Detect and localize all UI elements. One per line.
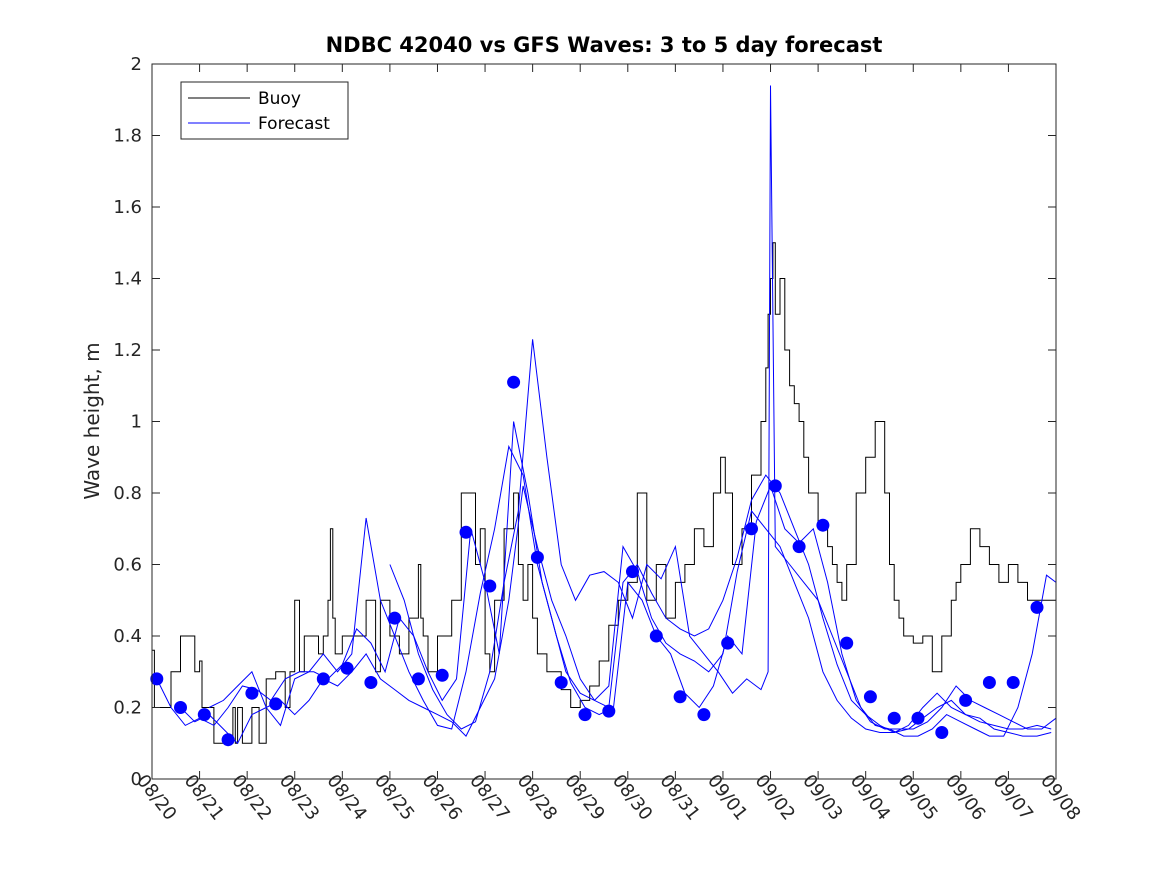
forecast-marker: [245, 686, 259, 700]
forecast-marker: [911, 711, 925, 725]
forecast-marker: [863, 690, 877, 704]
y-axis-label: Wave height, m: [80, 342, 104, 499]
forecast-marker: [554, 676, 568, 689]
forecast-marker: [887, 711, 901, 725]
forecast-series-line-4: [389, 85, 1057, 737]
y-tick-label: 0.8: [113, 483, 142, 504]
forecast-marker: [174, 701, 187, 714]
forecast-marker: [697, 708, 711, 722]
legend: Buoy Forecast: [180, 81, 349, 140]
forecast-marker: [649, 629, 663, 643]
forecast-marker: [982, 676, 996, 689]
y-tick-label: 1.4: [113, 269, 142, 290]
forecast-marker: [507, 375, 521, 389]
forecast-marker: [530, 550, 544, 564]
y-tick-label: 0.4: [113, 626, 142, 647]
forecast-marker: [578, 708, 592, 722]
forecast-marker: [340, 661, 354, 675]
buoy-series-line: [152, 242, 1056, 744]
y-tick-label: 0: [131, 769, 142, 790]
y-tick-label: 0.2: [113, 698, 142, 719]
chart-title: NDBC 42040 vs GFS Waves: 3 to 5 day fore…: [326, 33, 883, 57]
forecast-marker: [197, 708, 211, 722]
forecast-marker: [388, 611, 402, 625]
forecast-marker: [459, 525, 473, 539]
forecast-marker: [768, 479, 782, 493]
forecast-marker: [792, 540, 806, 554]
forecast-marker: [269, 697, 283, 711]
forecast-marker: [959, 693, 973, 707]
forecast-marker: [1030, 600, 1044, 614]
y-tick-label: 1.2: [113, 340, 142, 361]
legend-forecast-label: Forecast: [258, 114, 330, 134]
forecast-marker: [602, 704, 616, 718]
legend-buoy-label: Buoy: [258, 89, 301, 109]
forecast-marker: [626, 565, 639, 579]
forecast-marker: [935, 726, 949, 739]
forecast-marker: [221, 733, 235, 747]
y-tick-label: 1: [131, 412, 142, 433]
forecast-marker: [816, 518, 830, 532]
forecast-marker: [411, 672, 425, 686]
forecast-marker: [150, 672, 164, 686]
forecast-marker: [316, 672, 330, 686]
forecast-marker: [721, 636, 735, 650]
marker-layer: [150, 375, 1044, 747]
plot-area: [152, 64, 1056, 779]
forecast-marker: [1006, 676, 1020, 689]
forecast-marker: [745, 522, 758, 536]
forecast-marker: [364, 676, 378, 689]
forecast-series-line-3: [208, 444, 1052, 737]
forecast-marker: [483, 579, 497, 593]
forecast-marker: [673, 690, 687, 704]
y-tick-label: 1.8: [113, 126, 142, 147]
forecast-marker: [840, 636, 854, 650]
y-tick-label: 1.6: [113, 197, 142, 218]
forecast-marker: [435, 668, 449, 682]
legend-box: [180, 81, 349, 140]
y-tick-label: 2: [131, 54, 142, 75]
y-tick-label: 0.6: [113, 555, 142, 576]
